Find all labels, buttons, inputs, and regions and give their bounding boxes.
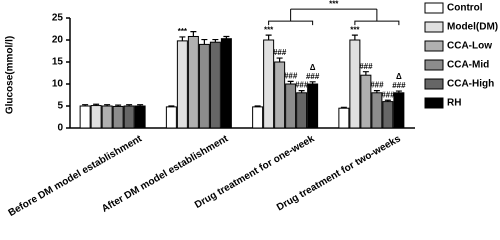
bar xyxy=(123,105,135,129)
x-tick-label: Before DM model establishment xyxy=(7,133,145,219)
error-bar xyxy=(384,99,391,102)
y-tick-label: 20 xyxy=(52,35,64,46)
y-tick-label: 25 xyxy=(52,13,64,24)
legend-swatch xyxy=(424,59,444,71)
annotation: ### xyxy=(392,81,406,90)
legend-label: Model(DM) xyxy=(447,22,498,33)
annotation: ### xyxy=(370,81,384,90)
annotation: *** xyxy=(178,27,188,36)
annotation: Δ xyxy=(310,63,316,72)
error-bar xyxy=(298,90,305,93)
error-bar xyxy=(395,90,402,93)
bar xyxy=(79,105,91,129)
bracket-label: *** xyxy=(329,0,339,8)
annotation: *** xyxy=(350,25,360,34)
error-bar xyxy=(309,81,316,84)
bar xyxy=(252,106,264,129)
legend-swatch xyxy=(424,40,444,52)
bar xyxy=(220,38,232,129)
legend-label: Control xyxy=(447,3,483,14)
annotation: ### xyxy=(359,62,373,71)
error-bar xyxy=(179,36,186,41)
annotation: Δ xyxy=(396,72,402,81)
bracket-line xyxy=(354,9,400,26)
legend-label: CCA-Low xyxy=(447,41,492,52)
bar xyxy=(198,43,210,129)
annotation: ### xyxy=(306,72,320,81)
error-bar xyxy=(254,105,261,107)
error-bar xyxy=(287,80,294,84)
error-bar xyxy=(223,35,230,39)
error-bar xyxy=(115,104,122,107)
legend-swatch xyxy=(424,2,444,14)
bracket-line xyxy=(268,9,314,26)
error-bar xyxy=(93,103,100,106)
bar xyxy=(349,39,361,129)
annotation: ### xyxy=(284,71,298,80)
bar xyxy=(285,83,297,129)
bar xyxy=(101,105,113,129)
error-bar xyxy=(168,105,175,107)
y-tick-label: 5 xyxy=(57,101,63,112)
error-bar xyxy=(104,104,111,106)
error-bar xyxy=(362,71,369,76)
error-bar xyxy=(190,31,197,37)
error-bar xyxy=(265,34,272,40)
error-bar xyxy=(201,38,208,45)
legend-swatch xyxy=(424,21,444,33)
bar xyxy=(90,105,102,129)
bar xyxy=(209,41,221,129)
error-bar xyxy=(340,106,347,109)
legend-label: CCA-High xyxy=(447,79,494,90)
error-bar xyxy=(351,34,358,40)
bar xyxy=(393,92,405,129)
error-bar xyxy=(126,104,133,106)
bar xyxy=(382,101,394,129)
error-bar xyxy=(212,38,219,43)
legend-swatch xyxy=(424,97,444,109)
annotation: ### xyxy=(273,48,287,57)
y-tick-label: 10 xyxy=(52,79,64,90)
y-tick-label: 0 xyxy=(57,123,63,134)
legend-swatch xyxy=(424,78,444,90)
y-tick-label: 15 xyxy=(52,57,64,68)
annotation: ### xyxy=(295,81,309,90)
bar xyxy=(165,106,177,129)
error-bar xyxy=(276,57,283,62)
error-bar xyxy=(82,104,89,106)
bar xyxy=(176,40,188,129)
y-axis-label: Glucose(mmol/l) xyxy=(5,36,16,114)
bar xyxy=(338,107,350,129)
legend-label: CCA-Mid xyxy=(447,60,489,71)
bar xyxy=(187,35,199,129)
bar xyxy=(296,92,308,129)
bar xyxy=(112,105,124,129)
error-bar xyxy=(137,104,144,106)
annotation: *** xyxy=(264,25,274,34)
bar xyxy=(307,83,319,129)
bar xyxy=(134,105,146,129)
annotation: ### xyxy=(381,90,395,99)
legend-label: RH xyxy=(447,98,461,109)
error-bar xyxy=(373,90,380,93)
